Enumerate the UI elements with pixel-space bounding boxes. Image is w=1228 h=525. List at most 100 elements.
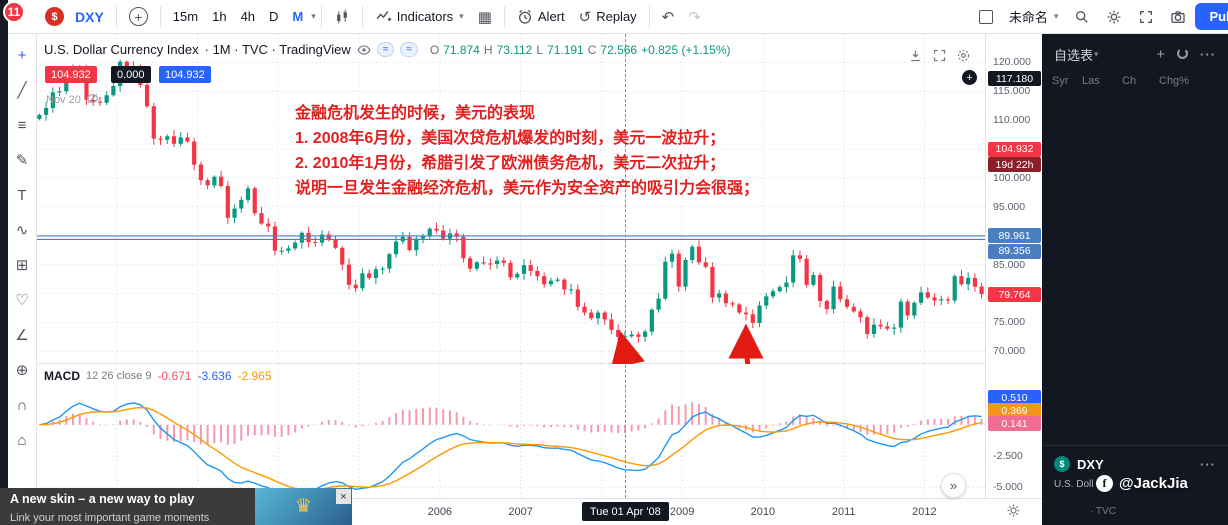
time-axis-year-label: 2007 xyxy=(508,506,533,518)
drawing-price-label-zero[interactable]: 0.000 xyxy=(111,66,151,83)
ad-close-button[interactable]: × xyxy=(336,489,351,504)
macd-line-value: -3.636 xyxy=(197,369,232,383)
settings-button[interactable] xyxy=(1099,4,1129,30)
symbol-button[interactable]: $ DXY xyxy=(38,4,111,30)
drawing-price-label-red[interactable]: 104.932 xyxy=(45,66,97,83)
ad-text: A new skin – a new way to play Link your… xyxy=(0,488,255,525)
tool-trend-line-icon[interactable]: ╱ xyxy=(17,82,27,99)
tool-emoji-icon[interactable]: ♡ xyxy=(15,292,29,309)
tool-crosshair-icon[interactable]: + xyxy=(17,46,27,64)
tool-brush-icon[interactable]: ✎ xyxy=(15,152,29,169)
divider xyxy=(503,5,505,28)
macd-legend[interactable]: MACD 12 26 close 9 -0.671 -3.636 -2.965 xyxy=(44,369,272,383)
maximize-pane-icon[interactable] xyxy=(932,48,947,66)
symbol-logo-icon: $ xyxy=(45,7,64,26)
tool-pattern-icon[interactable]: ∿ xyxy=(15,222,29,239)
annotation-text-drawing[interactable]: 金融危机发生的时候，美元的表现 1. 2008年6月份，美国次贷危机爆发的时刻，… xyxy=(295,101,759,201)
macd-pane[interactable] xyxy=(36,364,985,498)
hidden-drawing-date: Nov 20 xyxy=(46,94,81,106)
timeframe-4h[interactable]: 4h xyxy=(240,9,256,24)
replay-icon: ↺ xyxy=(578,8,592,26)
alert-button[interactable]: Alert xyxy=(510,4,572,30)
chevron-down-icon: ▾ xyxy=(459,11,464,21)
donut-chart-icon[interactable] xyxy=(1176,47,1189,63)
hidden-drawing-note[interactable]: Nov 20 xyxy=(46,92,99,108)
layout-grid-button[interactable]: ▦ xyxy=(471,4,499,30)
timeframe-15m[interactable]: 15m xyxy=(172,9,199,24)
ad-subtitle: Link your most important game moments xyxy=(10,512,210,524)
low-label: L xyxy=(536,42,544,57)
indicator-toggle-icon[interactable]: ≈ xyxy=(376,42,395,57)
price-axis[interactable]: -5.000-2.500120.000115.000110.000105.000… xyxy=(985,34,1042,498)
pane-settings-icon[interactable] xyxy=(956,48,971,66)
ad-image[interactable]: ♛ × xyxy=(255,488,352,525)
tool-measure-icon[interactable]: ∠ xyxy=(15,327,29,344)
go-to-realtime-button[interactable]: » xyxy=(941,473,966,498)
price-axis-label: 85.000 xyxy=(993,258,1026,271)
camera-icon xyxy=(1170,9,1186,25)
tool-magnet-icon[interactable]: ∩ xyxy=(16,396,28,414)
screenshot-button[interactable] xyxy=(1163,4,1193,30)
tool-zoom-in-icon[interactable]: ⊕ xyxy=(15,362,29,379)
alert-price-box: 79.764 xyxy=(988,287,1041,303)
indicators-icon xyxy=(375,8,392,25)
watchlist-title[interactable]: 自选表 xyxy=(1054,48,1094,63)
indicators-button[interactable]: Indicators ▾ xyxy=(368,4,471,30)
timeframe-1h[interactable]: 1h xyxy=(212,9,227,24)
divider xyxy=(115,5,117,28)
save-layout-button[interactable] xyxy=(972,4,1000,30)
gear-icon xyxy=(1106,9,1122,25)
layout-name-button[interactable]: 未命名 ▾ xyxy=(1002,4,1066,30)
annotation-line: 1. 2008年6月份，美国次贷危机爆发的时刻，美元一波拉升； xyxy=(295,130,726,147)
detail-name: U.S. Doll xyxy=(1054,479,1094,490)
tool-prediction-icon[interactable]: ⊞ xyxy=(15,257,29,274)
close-label: C xyxy=(587,42,597,57)
col-chg-pct[interactable]: Chg% xyxy=(1159,75,1189,87)
undo-button[interactable]: ↶ xyxy=(655,4,682,30)
divider xyxy=(648,5,650,28)
time-axis-year-label: 2011 xyxy=(831,506,856,518)
redo-button[interactable]: ↷ xyxy=(681,4,708,30)
fullscreen-icon xyxy=(1138,9,1154,25)
add-alert-plus-icon[interactable]: + xyxy=(962,70,977,85)
col-chg[interactable]: Ch xyxy=(1122,75,1137,87)
macd-signal-box: 0.369 xyxy=(988,403,1041,419)
price-axis-label: 120.000 xyxy=(993,56,1031,69)
eye-icon[interactable] xyxy=(357,43,371,57)
pane-controls xyxy=(908,48,971,66)
drawing-price-label-blue[interactable]: 104.932 xyxy=(159,66,211,83)
chart-legend[interactable]: U.S. Dollar Currency Index · 1M · TVC · … xyxy=(44,42,731,57)
indicator-toggle-icon[interactable]: ≈ xyxy=(400,42,418,57)
more-menu-icon[interactable]: ··· xyxy=(1200,47,1216,62)
chevron-down-icon[interactable]: ▾ xyxy=(311,11,316,21)
fullscreen-button[interactable] xyxy=(1131,4,1161,30)
search-button[interactable] xyxy=(1067,4,1097,30)
timeframe-D[interactable]: D xyxy=(269,9,279,24)
replay-button[interactable]: ↺ Replay xyxy=(572,4,644,30)
notification-badge[interactable]: 11 xyxy=(3,1,25,23)
scroll-to-bar-icon[interactable] xyxy=(908,48,923,66)
pane-divider[interactable] xyxy=(36,363,985,364)
close-value: 72.566 xyxy=(600,42,638,57)
ad-banner[interactable]: A new skin – a new way to play Link your… xyxy=(0,488,352,525)
publish-button[interactable]: Pub xyxy=(1195,3,1228,30)
chevron-down-icon[interactable]: ▾ xyxy=(1094,49,1099,59)
candlestick-icon xyxy=(334,9,350,25)
chart-style-button[interactable] xyxy=(327,4,357,30)
plus-icon: + xyxy=(128,7,148,26)
add-symbol-icon[interactable]: + xyxy=(1156,46,1165,63)
tool-fib-retracement-icon[interactable]: ≡ xyxy=(17,116,27,134)
col-symbol[interactable]: Syr xyxy=(1052,75,1069,87)
timeframe-M[interactable]: M xyxy=(292,9,304,24)
high-label: H xyxy=(483,42,493,57)
tool-home-icon[interactable]: ⌂ xyxy=(17,431,27,449)
detail-more-icon[interactable]: ··· xyxy=(1200,456,1216,472)
topbar-right: 未命名 ▾ P xyxy=(972,3,1228,30)
grid-icon: ▦ xyxy=(477,8,492,26)
col-last[interactable]: Las xyxy=(1082,75,1100,87)
eye-off-icon xyxy=(86,92,99,108)
detail-symbol[interactable]: DXY xyxy=(1077,456,1104,472)
compare-button[interactable]: + xyxy=(122,4,155,30)
drawing-toolbar: + ╱ ≡ ✎ T ∿ ⊞ ♡ ∠ ⊕ ∩ ⌂ xyxy=(8,34,37,525)
tool-text-icon[interactable]: T xyxy=(17,186,27,204)
